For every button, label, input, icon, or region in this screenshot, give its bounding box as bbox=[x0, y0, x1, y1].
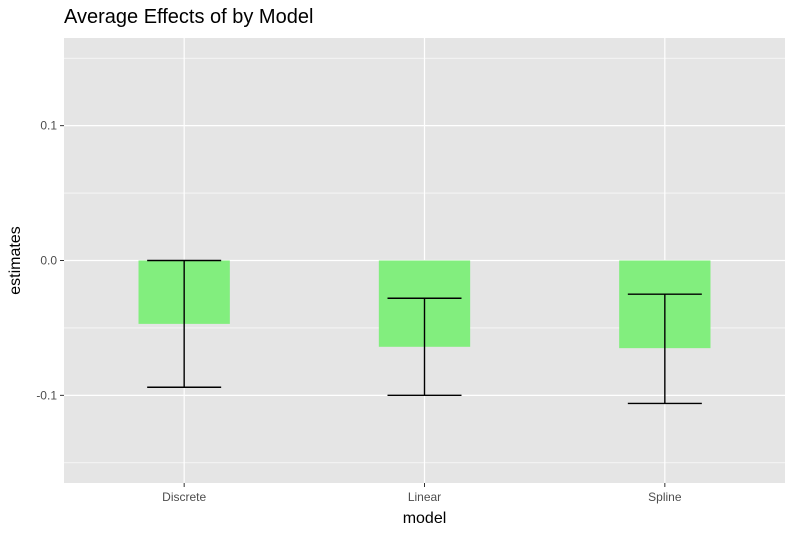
y-tick-label: 0.0 bbox=[40, 254, 57, 268]
x-axis-ticks: Discrete Linear Spline bbox=[162, 483, 682, 504]
x-tick-label: Spline bbox=[648, 490, 682, 504]
x-axis-title: model bbox=[403, 510, 447, 527]
y-axis-title: estimates bbox=[7, 226, 24, 294]
errorbar-discrete bbox=[147, 259, 222, 388]
error-bars bbox=[147, 259, 702, 405]
x-tick-label: Linear bbox=[408, 490, 441, 504]
x-tick-label: Discrete bbox=[162, 490, 206, 504]
chart-title: Average Effects of by Model bbox=[64, 6, 314, 28]
errorbar-linear bbox=[387, 297, 462, 397]
errorbar-spline bbox=[627, 293, 702, 405]
y-axis-ticks: -0.1 0.0 0.1 bbox=[36, 119, 64, 402]
y-tick-label: -0.1 bbox=[36, 388, 57, 402]
y-tick-label: 0.1 bbox=[40, 119, 57, 133]
